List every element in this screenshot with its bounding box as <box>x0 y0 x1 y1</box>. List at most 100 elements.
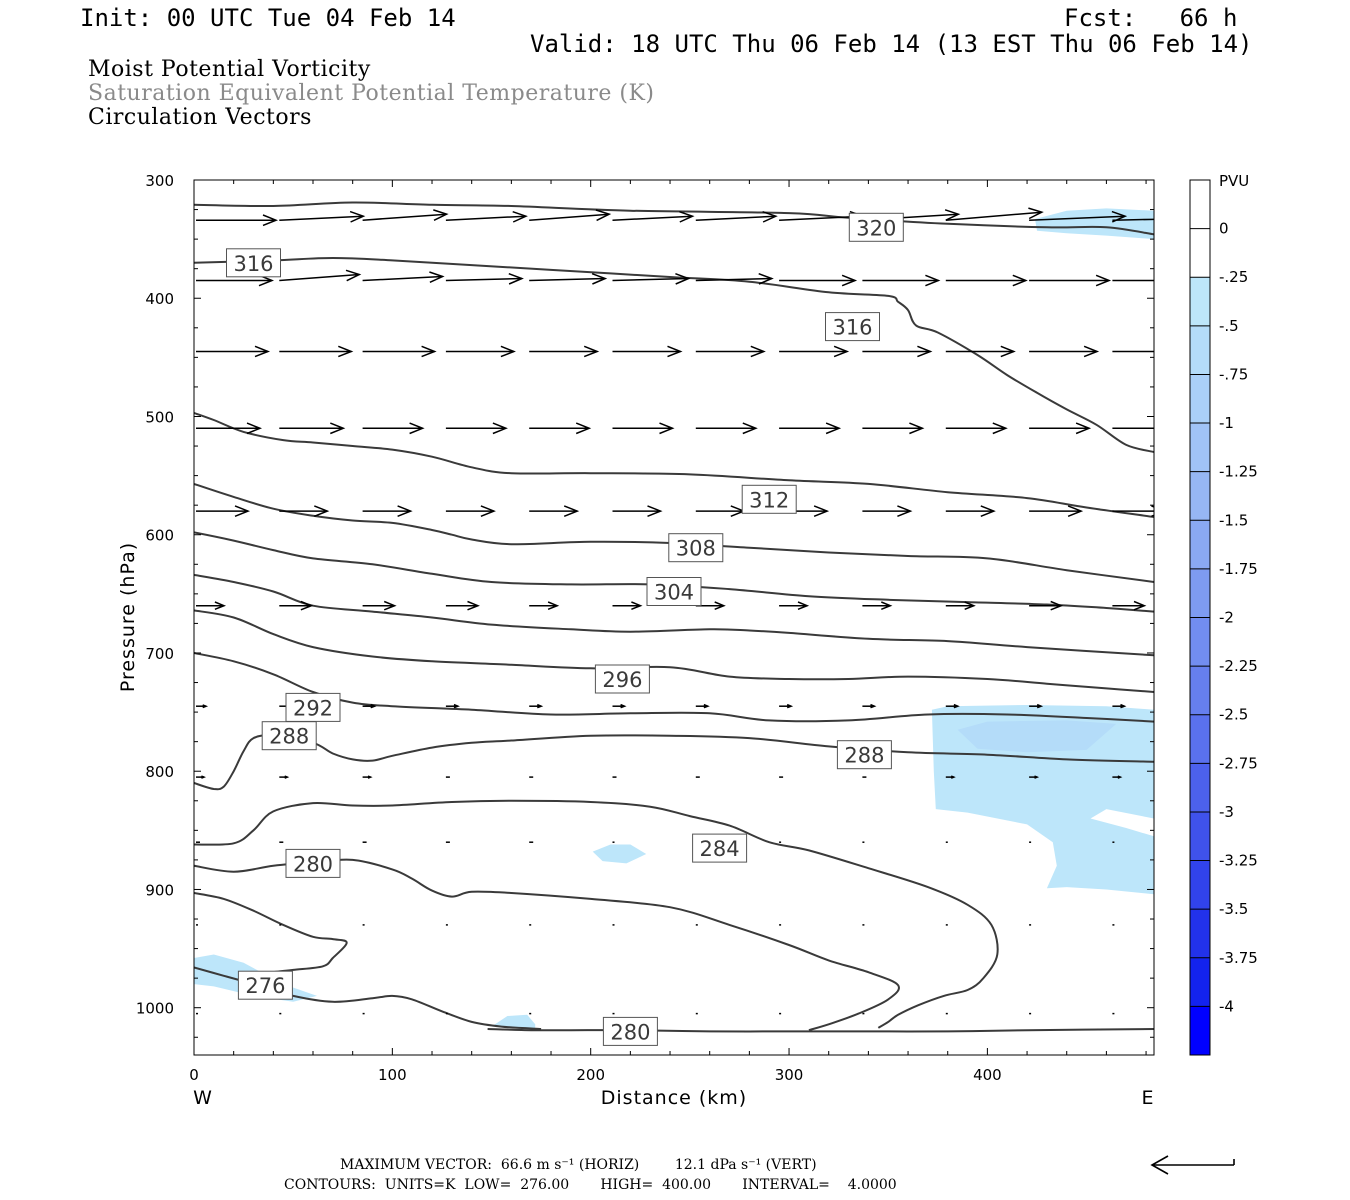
colorbar-swatch <box>1190 228 1210 278</box>
vector-head <box>953 703 960 709</box>
vector-head <box>742 422 758 435</box>
contour-label-box <box>692 833 748 863</box>
colorbar-level-label: -3 <box>1219 803 1234 821</box>
vector-arrow <box>945 345 1016 358</box>
vector-arrow <box>862 703 877 709</box>
vector-arrow <box>362 209 449 221</box>
contour-label-box <box>646 577 702 606</box>
vector-arrow <box>529 505 580 517</box>
vector-shaft <box>1112 218 1154 221</box>
vector-head <box>453 703 460 709</box>
vector-head <box>1175 275 1188 285</box>
colorbar-swatch <box>1190 374 1210 424</box>
field-title-vectors: Circulation Vectors <box>88 105 312 130</box>
colorbar-swatch <box>1190 180 1210 229</box>
colorbar-swatch <box>1190 520 1210 570</box>
contour-label: 284 <box>692 833 748 863</box>
vector-head <box>667 345 683 358</box>
vector-arrow <box>695 505 746 517</box>
vector-arrow <box>1112 703 1127 709</box>
colorbar-swatch <box>1190 763 1210 813</box>
vector-arrow <box>445 505 496 517</box>
vector-head <box>202 704 209 709</box>
vector-head <box>563 505 580 517</box>
vector-arrow <box>1029 274 1112 287</box>
vector-head <box>1034 775 1040 779</box>
colorbar-level-label: -.25 <box>1219 268 1248 286</box>
colorbar-swatch <box>1190 957 1210 1007</box>
vector-arrow <box>529 601 560 610</box>
vector-arrow <box>862 274 941 287</box>
contour-label: 280 <box>285 848 341 878</box>
vector-arrow <box>196 601 227 610</box>
vector-head <box>917 345 933 358</box>
vector-head <box>980 505 996 517</box>
contour-label: 276 <box>237 970 293 1000</box>
pv-shaded-region-5 <box>491 1014 536 1029</box>
vector-arrow <box>1112 600 1147 611</box>
contour-296-6 <box>194 609 1154 693</box>
vector-head <box>492 422 508 435</box>
valid-time: Valid: 18 UTC Thu 06 Feb 14 (13 EST Thu … <box>530 30 1253 58</box>
vector-arrow <box>445 422 508 435</box>
vector-head <box>397 505 413 517</box>
vector-arrow <box>279 505 330 517</box>
vector-head <box>370 703 377 709</box>
vector-arrow <box>445 210 528 223</box>
vector-arrow <box>1029 505 1084 517</box>
contour-300-5 <box>194 573 1154 657</box>
vector-arrow <box>362 775 373 779</box>
vector-arrow <box>612 210 695 223</box>
vector-arrow <box>862 601 893 610</box>
contour-280-10 <box>194 858 900 1032</box>
vector-head <box>1095 274 1112 287</box>
vector-arrow <box>1112 775 1123 779</box>
contour-label-text: 292 <box>293 696 333 720</box>
contour-292-7 <box>194 652 1154 723</box>
vector-head <box>1167 346 1180 356</box>
vector-arrow <box>529 272 608 285</box>
vector-arrow <box>279 345 354 358</box>
vector-head <box>841 274 858 287</box>
vector-head <box>591 272 608 285</box>
colorbar-swatch <box>1190 811 1210 861</box>
contour-label: 280 <box>602 1016 658 1046</box>
vector-shaft <box>695 215 776 221</box>
contour-label-box <box>285 848 341 878</box>
pv-shaded-region-1 <box>931 705 1154 895</box>
vector-arrow <box>362 600 397 611</box>
y-tick-label: 600 <box>145 527 174 545</box>
vector-head <box>262 214 279 227</box>
vector-head <box>345 269 362 282</box>
pv-shaded-region-3 <box>592 844 647 864</box>
vector-arrow <box>1029 422 1092 435</box>
contour-label-box <box>226 248 281 278</box>
vector-arrow <box>362 271 445 283</box>
vector-arrow <box>945 703 960 709</box>
contour-304-4 <box>194 531 1154 613</box>
vector-arrow <box>695 272 774 285</box>
vector-head <box>714 601 726 610</box>
colorbar-level-label: -1.25 <box>1219 463 1258 481</box>
vector-shaft <box>445 215 526 221</box>
contour-label-box <box>594 664 650 694</box>
vector-head <box>409 422 425 435</box>
vector-head <box>758 272 774 285</box>
vector-head <box>284 775 290 779</box>
contour-label-text: 320 <box>856 216 896 240</box>
vector-head <box>330 422 346 435</box>
vector-arrow <box>612 601 643 610</box>
x-west-label: W <box>193 1087 213 1109</box>
contour-label-layer: 320 316 316 312 308 304 296 292 288 288 284 280 276 2… <box>226 212 904 1046</box>
vector-head <box>467 600 480 611</box>
vector-shaft <box>362 213 447 221</box>
x-tick-label: 400 <box>973 1066 1002 1084</box>
vector-shaft <box>695 277 772 282</box>
vector-head <box>300 600 314 611</box>
vector-head <box>595 209 612 222</box>
colorbar-level-label: -1 <box>1219 414 1234 432</box>
contour-label-text: 288 <box>269 725 309 749</box>
contour-label: 296 <box>594 664 650 694</box>
vector-head <box>1133 600 1147 611</box>
vector-head <box>647 505 663 517</box>
